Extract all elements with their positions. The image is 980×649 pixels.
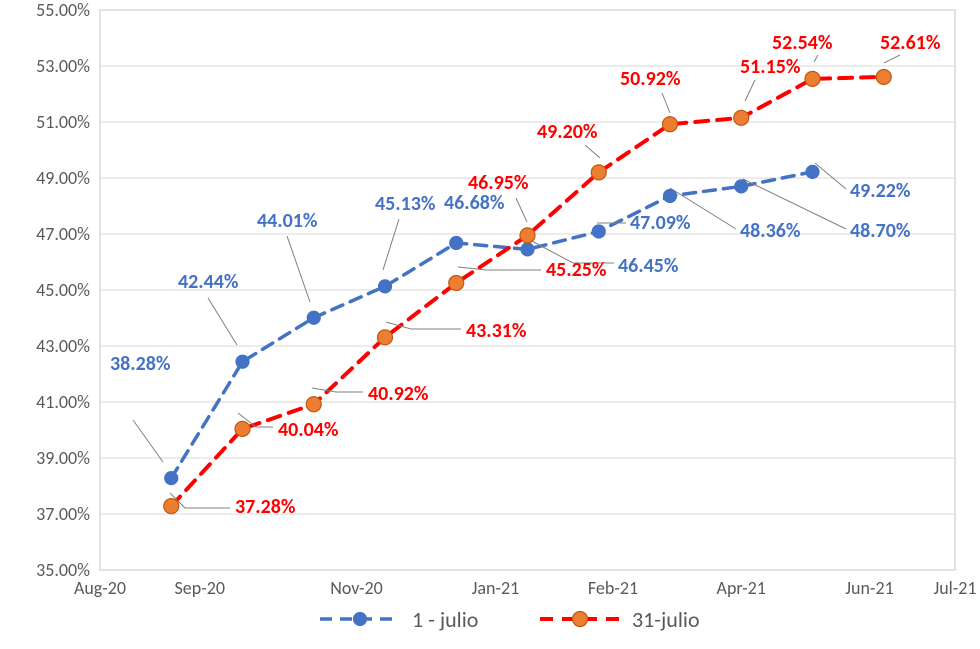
x-tick-label: Jan-21 — [472, 577, 520, 599]
y-tick-label: 43.00% — [36, 335, 90, 357]
y-tick-label: 47.00% — [36, 223, 90, 245]
series-31-julio-label: 40.04% — [278, 418, 339, 442]
series-1-julio-label: 45.13% — [375, 192, 436, 216]
y-tick-label: 51.00% — [36, 111, 90, 133]
y-tick-label: 55.00% — [36, 0, 90, 21]
series-31-julio-label: 51.15% — [740, 55, 801, 79]
series-31-julio-marker — [449, 276, 464, 291]
series-31-julio-marker — [520, 228, 535, 243]
series-31-julio-marker — [876, 69, 891, 84]
y-tick-label: 45.00% — [36, 279, 90, 301]
series-31-julio-marker — [734, 110, 749, 125]
series-1-julio-marker — [379, 280, 392, 293]
series-1-julio-marker — [307, 311, 320, 324]
chart-container: 35.00%37.00%39.00%41.00%43.00%45.00%47.0… — [0, 0, 980, 649]
series-31-julio-marker — [306, 397, 321, 412]
series-31-julio-marker — [164, 499, 179, 514]
y-tick-label: 41.00% — [36, 391, 90, 413]
legend-label: 31-julio — [632, 606, 700, 633]
series-1-julio-marker — [664, 189, 677, 202]
series-31-julio-label: 43.31% — [466, 319, 527, 343]
series-1-julio-marker — [521, 243, 534, 256]
y-tick-label: 39.00% — [36, 447, 90, 469]
line-chart: 35.00%37.00%39.00%41.00%43.00%45.00%47.0… — [0, 0, 980, 649]
series-1-julio-marker — [450, 236, 463, 249]
x-tick-label: Nov-20 — [330, 577, 383, 599]
x-tick-label: Jun-21 — [845, 577, 893, 599]
series-31-julio-marker — [805, 71, 820, 86]
series-31-julio-marker — [378, 330, 393, 345]
series-31-julio-label: 50.92% — [620, 67, 681, 91]
legend-label: 1 - julio — [412, 606, 478, 633]
series-31-julio-marker — [663, 117, 678, 132]
series-1-julio-label: 49.22% — [850, 179, 911, 203]
series-31-julio-label: 37.28% — [235, 495, 296, 519]
series-1-julio-marker — [735, 180, 748, 193]
series-31-julio-label: 40.92% — [368, 382, 429, 406]
series-31-julio-label: 49.20% — [537, 120, 598, 144]
series-1-julio-label: 47.09% — [630, 211, 691, 235]
series-1-julio-label: 42.44% — [178, 270, 239, 294]
series-1-julio-marker — [592, 225, 605, 238]
series-1-julio-label: 48.36% — [740, 219, 801, 243]
legend-marker — [354, 613, 367, 626]
series-1-julio-label: 38.28% — [110, 352, 171, 376]
series-31-julio-marker — [235, 421, 250, 436]
y-tick-label: 37.00% — [36, 503, 90, 525]
series-1-julio-label: 44.01% — [257, 209, 318, 233]
x-tick-label: Jul-21 — [933, 577, 976, 599]
series-1-julio-label: 46.45% — [618, 254, 679, 278]
series-1-julio-label: 48.70% — [850, 219, 911, 243]
series-31-julio-label: 52.61% — [880, 31, 941, 55]
x-tick-label: Aug-20 — [74, 577, 126, 599]
series-1-julio-marker — [165, 472, 178, 485]
y-tick-label: 53.00% — [36, 55, 90, 77]
series-31-julio-label: 52.54% — [772, 31, 833, 55]
x-tick-label: Apr-21 — [717, 577, 766, 599]
series-31-julio-label: 45.25% — [546, 258, 607, 282]
series-1-julio-marker — [806, 165, 819, 178]
y-tick-label: 49.00% — [36, 167, 90, 189]
legend-marker — [573, 612, 588, 627]
series-31-julio-marker — [591, 165, 606, 180]
series-31-julio-label: 46.95% — [468, 171, 529, 195]
series-1-julio-marker — [236, 355, 249, 368]
x-tick-label: Feb-21 — [588, 577, 638, 599]
x-tick-label: Sep-20 — [175, 577, 225, 599]
